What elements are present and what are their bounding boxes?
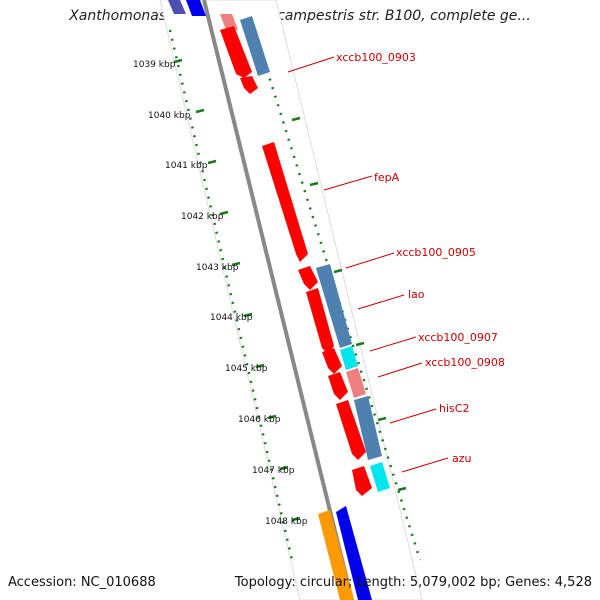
gene-blue-top xyxy=(186,0,206,16)
gene-red-2 xyxy=(240,76,258,94)
gene-label: xccb100_0908 xyxy=(425,356,505,369)
map-lane xyxy=(159,0,423,600)
gene-label: xccb100_0903 xyxy=(336,51,416,64)
gene-labels: xccb100_0903 fepA xccb100_0905 lao xccb1… xyxy=(336,51,505,465)
gene-orange xyxy=(318,510,354,600)
gene-blue-bottom xyxy=(336,506,372,600)
kbp-label: 1039 kbp xyxy=(133,60,176,70)
kbp-labels: 1039 kbp 1040 kbp 1041 kbp 1042 kbp 1043… xyxy=(133,60,308,527)
gene-hisC2 xyxy=(336,400,366,460)
gene-features xyxy=(168,0,390,600)
gene-red-3 xyxy=(298,266,318,290)
gene-red-1 xyxy=(220,26,252,78)
gene-label: lao xyxy=(408,288,425,301)
gene-steelblue-2 xyxy=(354,396,382,460)
left-tick-track xyxy=(168,29,294,561)
kbp-label: 1044 kbp xyxy=(210,313,253,323)
gene-xccb100-0905 xyxy=(316,264,352,348)
gene-red-4 xyxy=(322,348,342,374)
gene-fepA xyxy=(262,142,308,262)
gene-lao xyxy=(306,288,334,354)
gene-label: hisC2 xyxy=(439,402,469,415)
label-leaders xyxy=(287,56,449,473)
gene-pink-top xyxy=(220,14,238,30)
gene-label: xccb100_0905 xyxy=(396,246,476,259)
gene-label: fepA xyxy=(374,171,400,184)
kbp-label: 1042 kbp xyxy=(181,212,224,222)
kbp-label: 1048 kbp xyxy=(265,517,308,527)
gene-label: azu xyxy=(452,452,472,465)
kbp-label: 1047 kbp xyxy=(252,466,295,476)
kbp-label: 1041 kbp xyxy=(165,161,208,171)
kbp-label: 1043 kbp xyxy=(196,263,239,273)
kbp-label: 1045 kbp xyxy=(225,364,268,374)
genome-meta-text: Topology: circular; Length: 5,079,002 bp… xyxy=(234,575,592,590)
kbp-label: 1040 kbp xyxy=(148,111,191,121)
genome-backbone xyxy=(202,0,354,600)
tick-marks xyxy=(173,58,407,522)
gene-red-5 xyxy=(328,372,348,400)
gene-steelblue-1 xyxy=(240,16,270,76)
gene-azu xyxy=(370,462,390,492)
gene-navy-top xyxy=(168,0,186,14)
gene-xccb100-0908 xyxy=(346,368,366,398)
gene-red-6 xyxy=(352,466,372,496)
gene-label: xccb100_0907 xyxy=(418,331,498,344)
gene-xccb100-0907 xyxy=(340,346,358,370)
accession-text: Accession: NC_010688 xyxy=(8,575,156,590)
kbp-label: 1046 kbp xyxy=(238,415,281,425)
